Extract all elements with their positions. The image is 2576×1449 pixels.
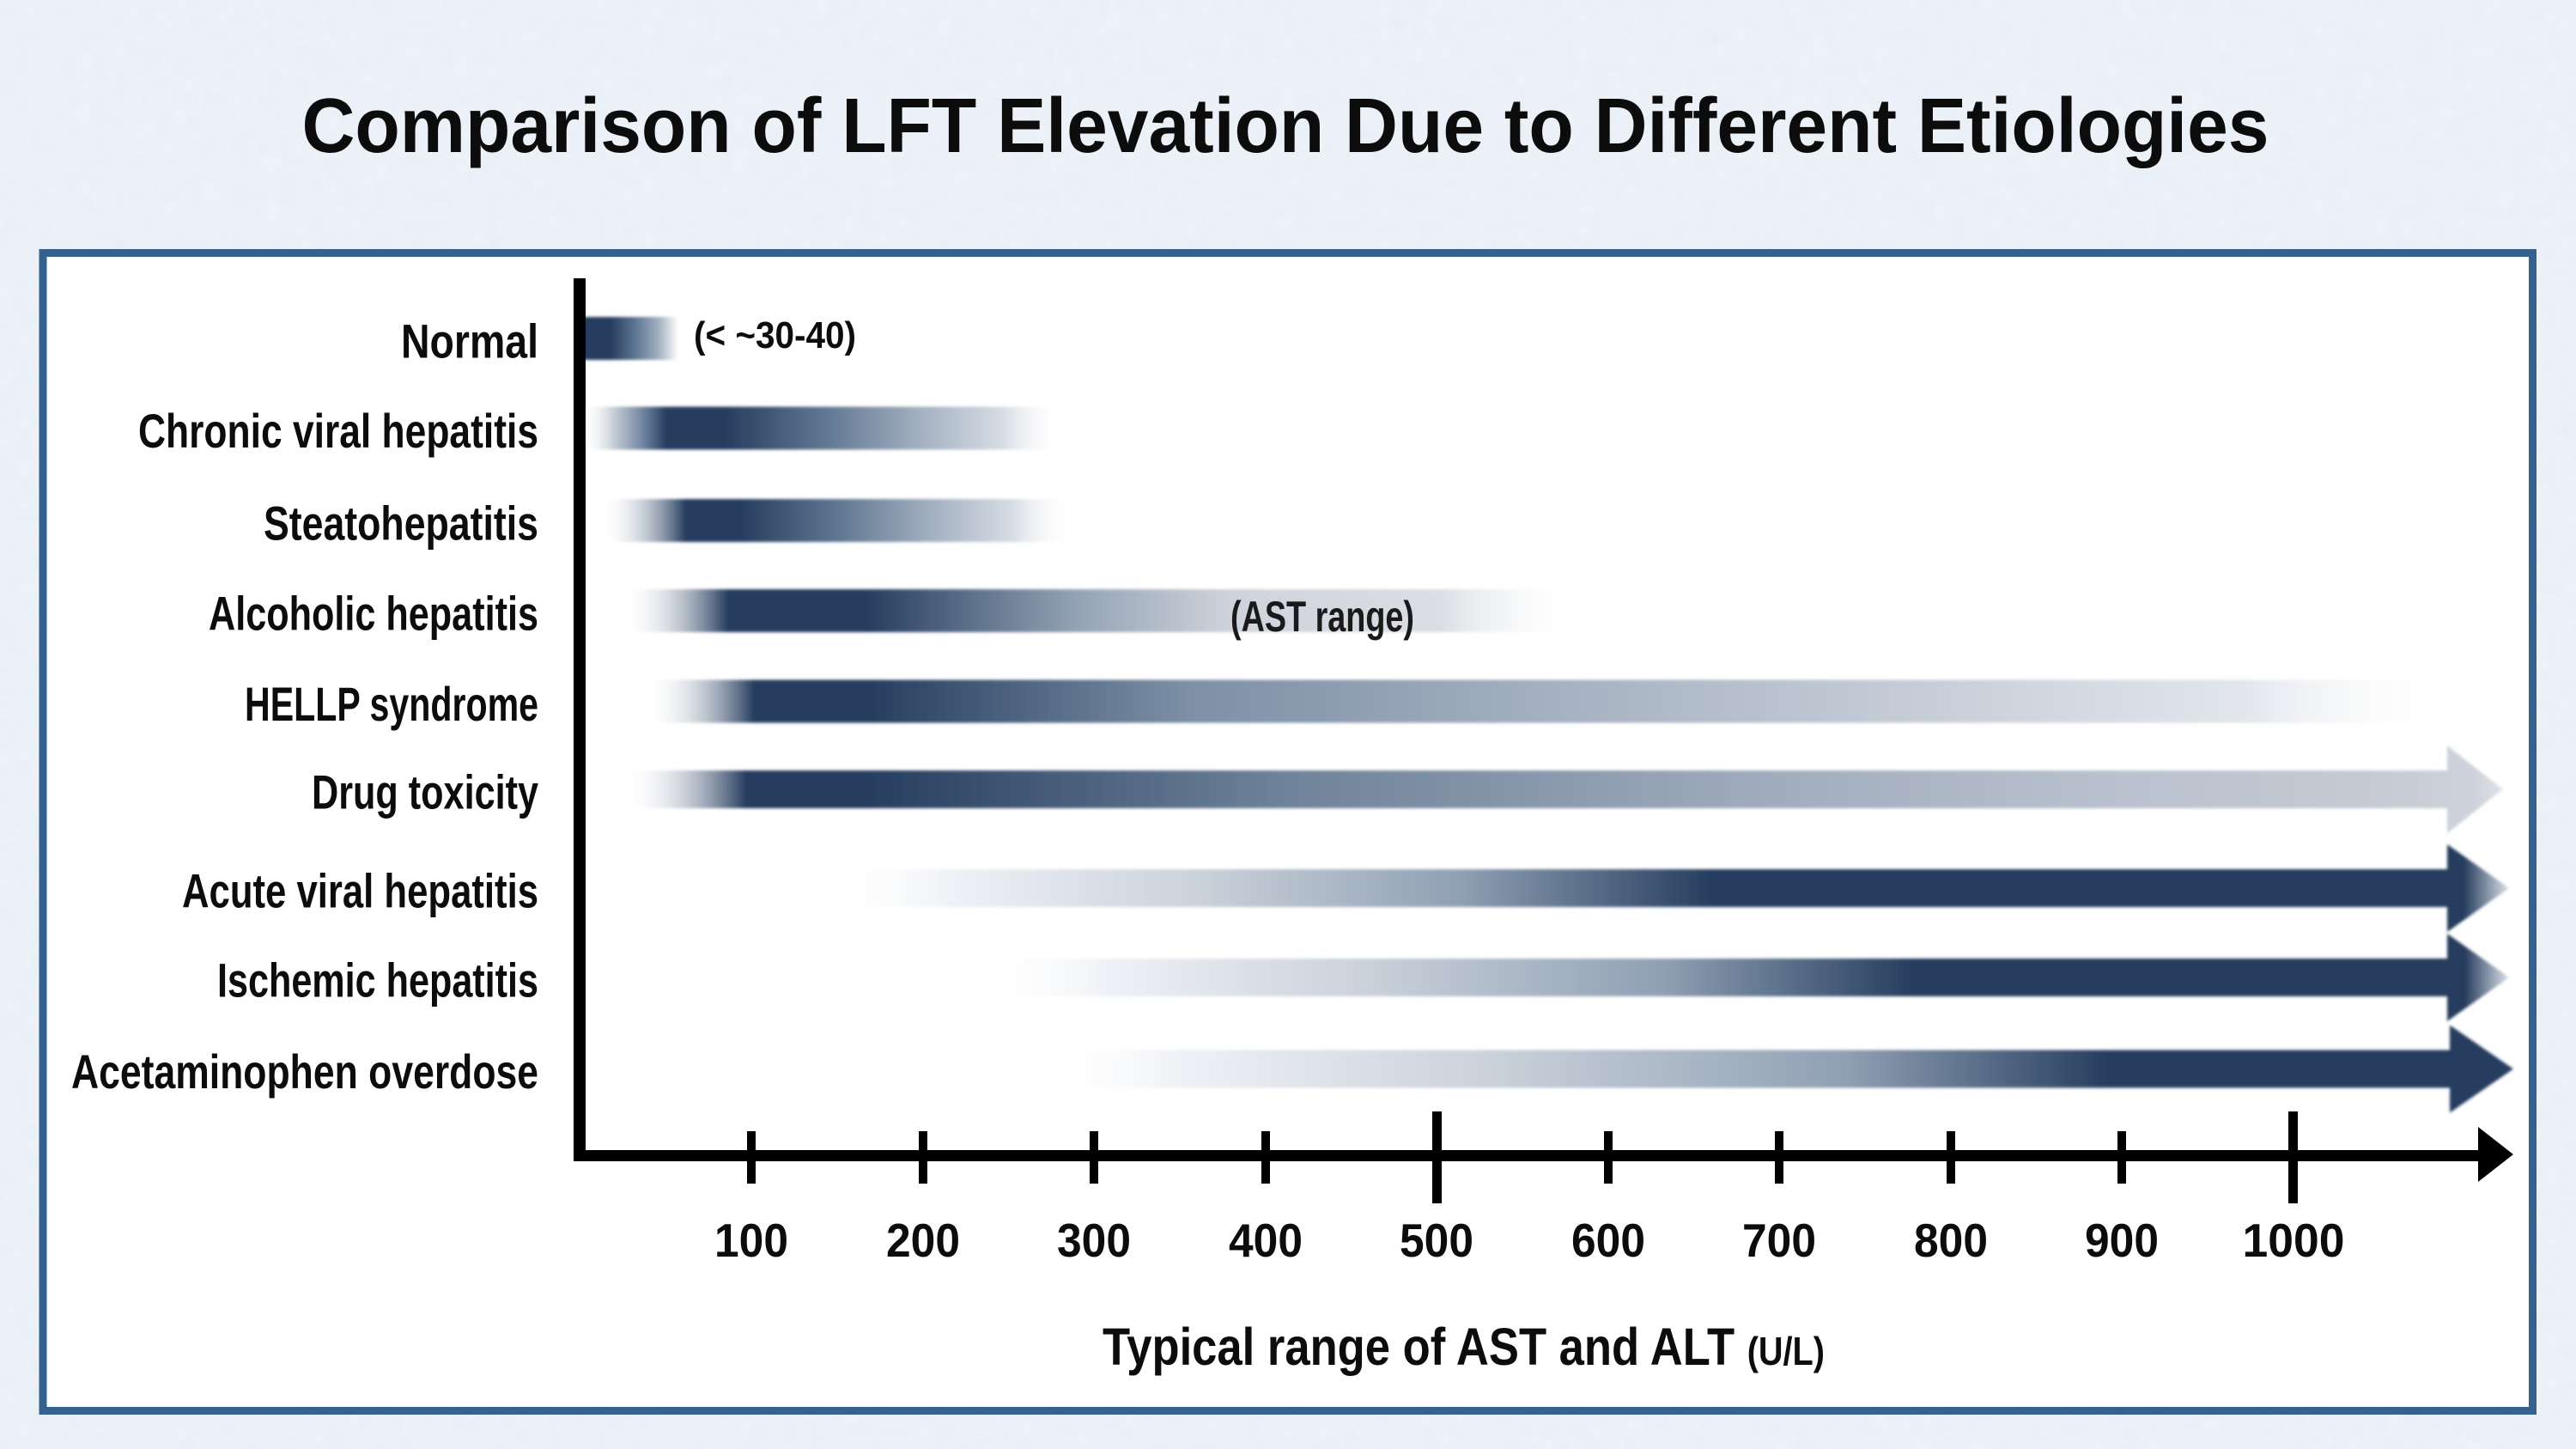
svg-text:800: 800 (1914, 1214, 1988, 1267)
svg-text:200: 200 (886, 1214, 960, 1267)
svg-text:Chronic viral hepatitis: Chronic viral hepatitis (138, 404, 538, 458)
svg-text:(AST range): (AST range) (1230, 593, 1414, 641)
svg-text:900: 900 (2085, 1214, 2159, 1267)
svg-text:600: 600 (1571, 1214, 1645, 1267)
svg-text:700: 700 (1742, 1214, 1816, 1267)
svg-text:Steatohepatitis: Steatohepatitis (264, 496, 538, 551)
svg-text:Comparison of LFT Elevation Du: Comparison of LFT Elevation Due to Diffe… (302, 83, 2269, 169)
svg-text:1000: 1000 (2243, 1214, 2345, 1267)
svg-text:Drug toxicity: Drug toxicity (312, 765, 538, 819)
svg-text:100: 100 (714, 1214, 788, 1267)
svg-text:300: 300 (1057, 1214, 1131, 1267)
svg-text:HELLP syndrome: HELLP syndrome (245, 677, 538, 731)
svg-text:Ischemic hepatitis: Ischemic hepatitis (217, 953, 538, 1008)
svg-text:Alcoholic hepatitis: Alcoholic hepatitis (209, 587, 538, 641)
svg-text:Typical range of AST and ALT (: Typical range of AST and ALT (U/L) (1103, 1318, 1825, 1376)
svg-text:500: 500 (1400, 1214, 1473, 1267)
svg-text:400: 400 (1229, 1214, 1303, 1267)
svg-text:Acetaminophen overdose: Acetaminophen overdose (71, 1044, 538, 1099)
svg-text:Normal: Normal (401, 314, 538, 368)
svg-text:(< ~30-40): (< ~30-40) (694, 314, 856, 356)
svg-text:Acute viral hepatitis: Acute viral hepatitis (182, 864, 538, 918)
